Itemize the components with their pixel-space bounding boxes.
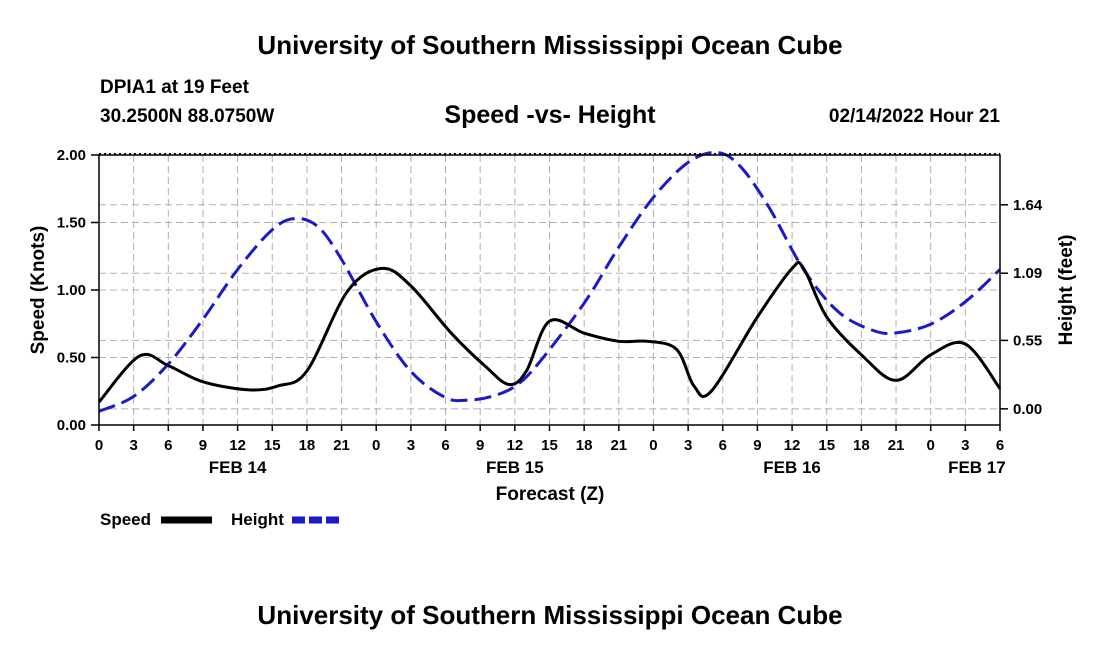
- x-tick-label: 12: [784, 437, 801, 454]
- x-tick-label: 18: [576, 437, 593, 454]
- x-tick-label: 3: [684, 437, 692, 454]
- y-left-tick-label: 2.00: [57, 147, 86, 164]
- x-tick-label: 6: [996, 437, 1004, 454]
- x-tick-label: 6: [719, 437, 727, 454]
- series-line-height: [98, 150, 1002, 413]
- x-tick-label: 12: [229, 437, 246, 454]
- x-tick-label: 18: [299, 437, 316, 454]
- x-tick-label: 0: [927, 437, 935, 454]
- x-tick-label: 15: [541, 437, 558, 454]
- x-tick-label: 0: [95, 437, 103, 454]
- speed-height-chart: 0 3 6 9 12 15 18 21 0 3 6 9 12 15 18 21 0 3 6 9 12 15 18 21 0 3 6 F…: [28, 147, 1077, 529]
- x-tick-label: 15: [818, 437, 835, 454]
- grid: [99, 153, 1000, 425]
- y-left-tick-label: 1.50: [57, 215, 86, 232]
- y-axis-left-label: Speed (Knots): [28, 226, 49, 355]
- y-left-tick-label: 0.00: [57, 417, 86, 434]
- x-date-label: FEB 16: [763, 458, 821, 477]
- axes: 0 3 6 9 12 15 18 21 0 3 6 9 12 15 18 21 0 3 6 9 12 15 18 21 0 3 6 F…: [57, 147, 1043, 477]
- y-right-tick-label: 1.09: [1013, 265, 1042, 282]
- x-tick-label: 3: [407, 437, 415, 454]
- x-tick-label: 9: [199, 437, 207, 454]
- legend: Speed Height: [100, 510, 343, 529]
- x-axis-label: Forecast (Z): [496, 484, 605, 505]
- x-tick-label: 15: [264, 437, 281, 454]
- station-label: DPIA1 at 19 Feet: [100, 77, 249, 98]
- x-tick-label: 21: [888, 437, 905, 454]
- legend-label-height: Height: [231, 510, 284, 529]
- y-left-tick-label: 1.00: [57, 282, 86, 299]
- footer-title: University of Southern Mississippi Ocean…: [257, 600, 843, 630]
- x-tick-label: 6: [441, 437, 449, 454]
- x-tick-label: 21: [610, 437, 627, 454]
- x-tick-label: 3: [129, 437, 137, 454]
- x-tick-label: 0: [649, 437, 657, 454]
- x-tick-label: 9: [753, 437, 761, 454]
- x-tick-label: 12: [507, 437, 524, 454]
- page-title: University of Southern Mississippi Ocean…: [257, 30, 843, 60]
- legend-label-speed: Speed: [100, 510, 151, 529]
- x-date-label: FEB 15: [486, 458, 544, 477]
- series-layer: [97, 150, 1002, 413]
- y-right-tick-label: 1.64: [1013, 197, 1043, 214]
- plot-title: Speed -vs- Height: [444, 101, 656, 129]
- station-coords: 30.2500N 88.0750W: [100, 106, 275, 127]
- x-tick-label: 18: [853, 437, 870, 454]
- x-date-label: FEB 14: [209, 458, 267, 477]
- y-right-tick-label: 0.55: [1013, 332, 1042, 349]
- x-tick-label: 21: [333, 437, 350, 454]
- y-right-tick-label: 0.00: [1013, 401, 1042, 418]
- x-date-label: FEB 17: [948, 458, 1006, 477]
- y-axis-right-label: Height (feet): [1056, 235, 1077, 346]
- x-tick-label: 3: [961, 437, 969, 454]
- forecast-timestamp: 02/14/2022 Hour 21: [828, 106, 1000, 127]
- series-line-speed: [97, 260, 1002, 404]
- x-tick-label: 9: [476, 437, 484, 454]
- x-tick-label: 6: [164, 437, 172, 454]
- x-tick-label: 0: [372, 437, 380, 454]
- y-left-tick-label: 0.50: [57, 350, 86, 367]
